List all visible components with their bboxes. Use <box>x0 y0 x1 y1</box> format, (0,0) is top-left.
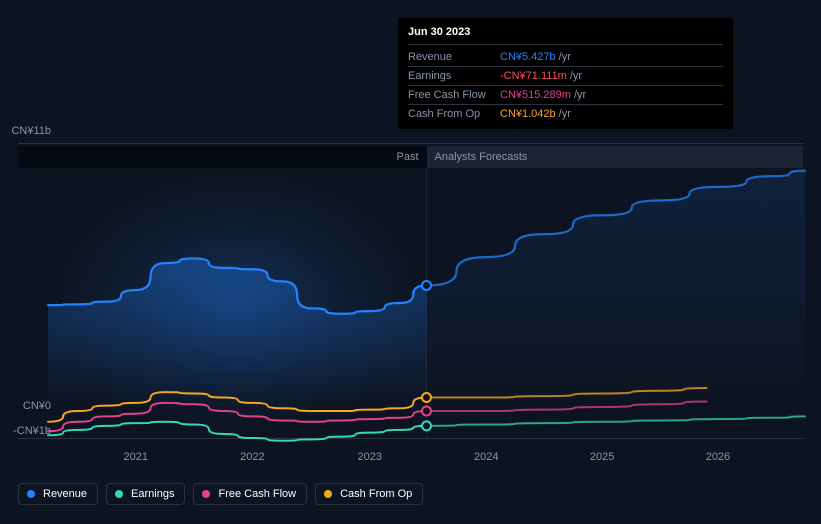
tooltip-date: Jun 30 2023 <box>408 26 723 45</box>
x-axis-label: 2024 <box>474 451 498 463</box>
tooltip-row-label: Cash From Op <box>408 108 500 120</box>
tooltip-row-label: Earnings <box>408 70 500 82</box>
x-axis-label: 2021 <box>124 451 148 463</box>
revenue-area-fore <box>427 171 806 406</box>
tooltip-row: Cash From OpCN¥1.042b/yr <box>408 105 723 123</box>
legend-label: Revenue <box>43 488 87 500</box>
tooltip-row-label: Free Cash Flow <box>408 89 500 101</box>
tooltip-row-unit: /yr <box>559 51 571 63</box>
tooltip-row-label: Revenue <box>408 51 500 63</box>
revenue-marker <box>422 281 431 290</box>
legend-item-revenue[interactable]: Revenue <box>18 483 98 505</box>
tooltip-row: Earnings-CN¥71.111m/yr <box>408 67 723 86</box>
legend-dot <box>324 490 332 498</box>
revenue-area-past <box>48 258 427 406</box>
x-axis-label: 2025 <box>590 451 614 463</box>
y-axis-label: -CN¥1b <box>6 425 51 437</box>
x-axis-label: 2023 <box>357 451 381 463</box>
legend-label: Earnings <box>131 488 174 500</box>
legend-dot <box>202 490 210 498</box>
legend-dot <box>27 490 35 498</box>
free_cash_flow-line-past <box>48 403 427 431</box>
tooltip: Jun 30 2023 RevenueCN¥5.427b/yrEarnings-… <box>398 18 733 129</box>
free_cash_flow-marker <box>422 407 431 416</box>
earnings-line-fore <box>427 416 806 425</box>
x-axis-label: 2022 <box>240 451 264 463</box>
x-axis-label: 2026 <box>706 451 730 463</box>
earnings-line-past <box>48 422 427 441</box>
x-axis: 2021 2022 2023 2024 2025 2026 <box>18 451 803 467</box>
earnings-marker <box>422 421 431 430</box>
legend-item-earnings[interactable]: Earnings <box>106 483 185 505</box>
tooltip-row-unit: /yr <box>559 108 571 120</box>
tooltip-row: Free Cash FlowCN¥515.289m/yr <box>408 86 723 105</box>
cash_from_op-marker <box>422 393 431 402</box>
tooltip-row: RevenueCN¥5.427b/yr <box>408 48 723 67</box>
tooltip-row-value: CN¥515.289m <box>500 89 571 101</box>
tooltip-row-value: -CN¥71.111m <box>500 70 567 82</box>
legend-dot <box>115 490 123 498</box>
y-axis-label: CN¥0 <box>6 400 51 412</box>
legend-label: Cash From Op <box>340 488 412 500</box>
legend: Revenue Earnings Free Cash Flow Cash From O… <box>18 483 423 505</box>
y-axis-label: CN¥11b <box>6 125 51 137</box>
legend-label: Free Cash Flow <box>218 488 296 500</box>
tooltip-row-unit: /yr <box>570 70 582 82</box>
legend-item-free-cash-flow[interactable]: Free Cash Flow <box>193 483 307 505</box>
tooltip-row-value: CN¥5.427b <box>500 51 556 63</box>
tooltip-row-value: CN¥1.042b <box>500 108 556 120</box>
tooltip-row-unit: /yr <box>574 89 586 101</box>
legend-item-cash-from-op[interactable]: Cash From Op <box>315 483 423 505</box>
